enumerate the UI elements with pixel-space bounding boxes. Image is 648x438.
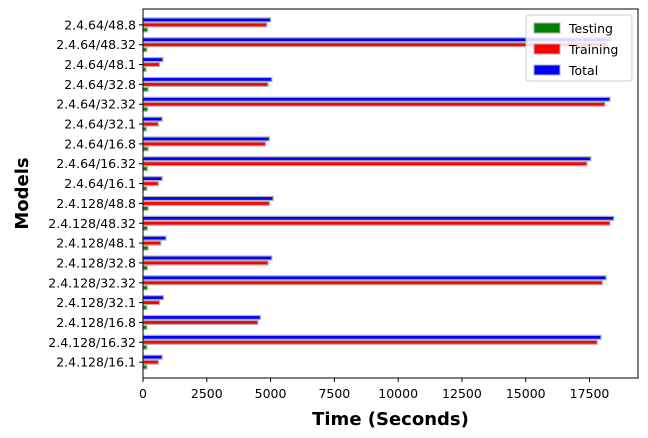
legend-swatch-training (533, 43, 561, 55)
bar-total-7 (142, 136, 270, 142)
y-tick-label: 2.4.128/48.8 (56, 196, 136, 211)
y-tick-label: 2.4.64/16.32 (56, 156, 136, 171)
x-tick-label: 5000 (255, 386, 287, 401)
y-tick-label: 2.4.64/32.32 (56, 97, 136, 112)
bar-training-7 (142, 141, 267, 147)
bar-training-13 (142, 260, 269, 266)
bar-testing-14 (142, 285, 148, 291)
x-tick-label: 15000 (506, 386, 546, 401)
bar-testing-5 (142, 106, 149, 112)
bar-training-11 (142, 220, 611, 226)
bar-total-10 (142, 195, 274, 202)
bar-total-17 (142, 334, 602, 340)
x-tick-label: 12500 (442, 386, 482, 401)
bar-training-12 (142, 240, 162, 246)
legend-swatch-total (533, 64, 561, 76)
y-tick-label: 2.4.128/16.1 (56, 355, 136, 370)
legend-label-testing: Testing (568, 21, 613, 36)
y-tick-label: 2.4.64/48.32 (56, 37, 136, 52)
plot-frame (142, 8, 639, 379)
y-tick-label: 2.4.64/32.1 (64, 117, 136, 132)
legend-label-total: Total (568, 63, 598, 78)
bar-training-3 (142, 61, 161, 68)
bar-training-1 (142, 22, 268, 28)
bar-total-1 (142, 17, 272, 23)
x-tick-label: 7500 (318, 386, 350, 401)
bar-testing-16 (142, 324, 148, 330)
bar-testing-18 (142, 364, 148, 370)
y-axis-title: Models (12, 157, 33, 229)
x-tick-label: 17500 (570, 386, 610, 401)
y-tick-label: 2.4.128/32.1 (56, 295, 136, 310)
y-tick-label: 2.4.128/48.1 (56, 236, 136, 251)
x-tick-label: 10000 (378, 386, 418, 401)
bar-training-5 (142, 101, 606, 107)
y-tick-label: 2.4.64/48.8 (64, 17, 136, 32)
bar-training-14 (142, 280, 603, 286)
y-tick-label: 2.4.128/16.8 (56, 315, 136, 330)
x-tick-label: 0 (139, 386, 147, 401)
bar-total-5 (142, 96, 611, 102)
bar-total-4 (142, 76, 273, 83)
x-axis-title: Time (Seconds) (312, 409, 469, 430)
y-tick-label: 2.4.128/32.8 (56, 255, 136, 270)
bar-training-18 (142, 359, 159, 365)
y-tick-label: 2.4.128/48.32 (48, 216, 136, 231)
bar-testing-12 (142, 245, 149, 251)
bar-testing-2 (142, 47, 148, 53)
bar-total-3 (142, 57, 164, 63)
y-tick-label: 2.4.64/16.1 (64, 176, 136, 191)
y-tick-label: 2.4.64/16.8 (64, 136, 136, 151)
bar-training-15 (142, 300, 161, 306)
bar-testing-17 (142, 344, 148, 350)
bar-testing-4 (142, 86, 149, 92)
bar-total-6 (142, 116, 163, 122)
legend-swatch-testing (533, 22, 561, 34)
y-tick-label: 2.4.128/32.32 (48, 275, 136, 290)
bar-total-9 (142, 176, 163, 182)
y-axis: 2.4.64/48.8 2.4.64/48.32 2.4.64/48.1 2.4.64… (48, 17, 143, 370)
bar-training-6 (142, 121, 159, 127)
y-tick-label: 2.4.64/48.1 (64, 57, 136, 72)
bar-training-4 (142, 81, 269, 87)
bar-testing-1 (142, 27, 149, 33)
bar-total-12 (142, 235, 167, 241)
bar-total-15 (142, 295, 165, 301)
bar-training-9 (142, 181, 159, 187)
bar-total-16 (142, 314, 261, 321)
y-tick-label: 2.4.128/16.32 (48, 335, 136, 350)
bar-total-11 (142, 215, 615, 221)
bar-testing-15 (142, 304, 148, 311)
bar-total-8 (142, 156, 592, 162)
bar-training-8 (142, 161, 588, 167)
legend: Testing Training Total (525, 14, 633, 82)
bar-training-10 (142, 200, 270, 206)
x-tick-label: 2500 (191, 386, 223, 401)
bar-testing-8 (142, 166, 148, 172)
bar-training-17 (142, 339, 598, 345)
bar-total-18 (142, 354, 163, 360)
bar-total-14 (142, 275, 607, 281)
bar-testing-9 (142, 185, 148, 192)
bar-testing-7 (142, 146, 149, 152)
bar-testing-13 (142, 265, 148, 271)
bar-testing-10 (142, 205, 149, 211)
legend-label-training: Training (568, 42, 618, 57)
bar-training-16 (142, 319, 259, 326)
x-axis: 0 2500 5000 7500 10000 12500 15000 17500 (139, 378, 609, 401)
y-tick-label: 2.4.64/32.8 (64, 77, 136, 92)
bar-testing-11 (142, 225, 148, 231)
bar-total-13 (142, 255, 273, 261)
